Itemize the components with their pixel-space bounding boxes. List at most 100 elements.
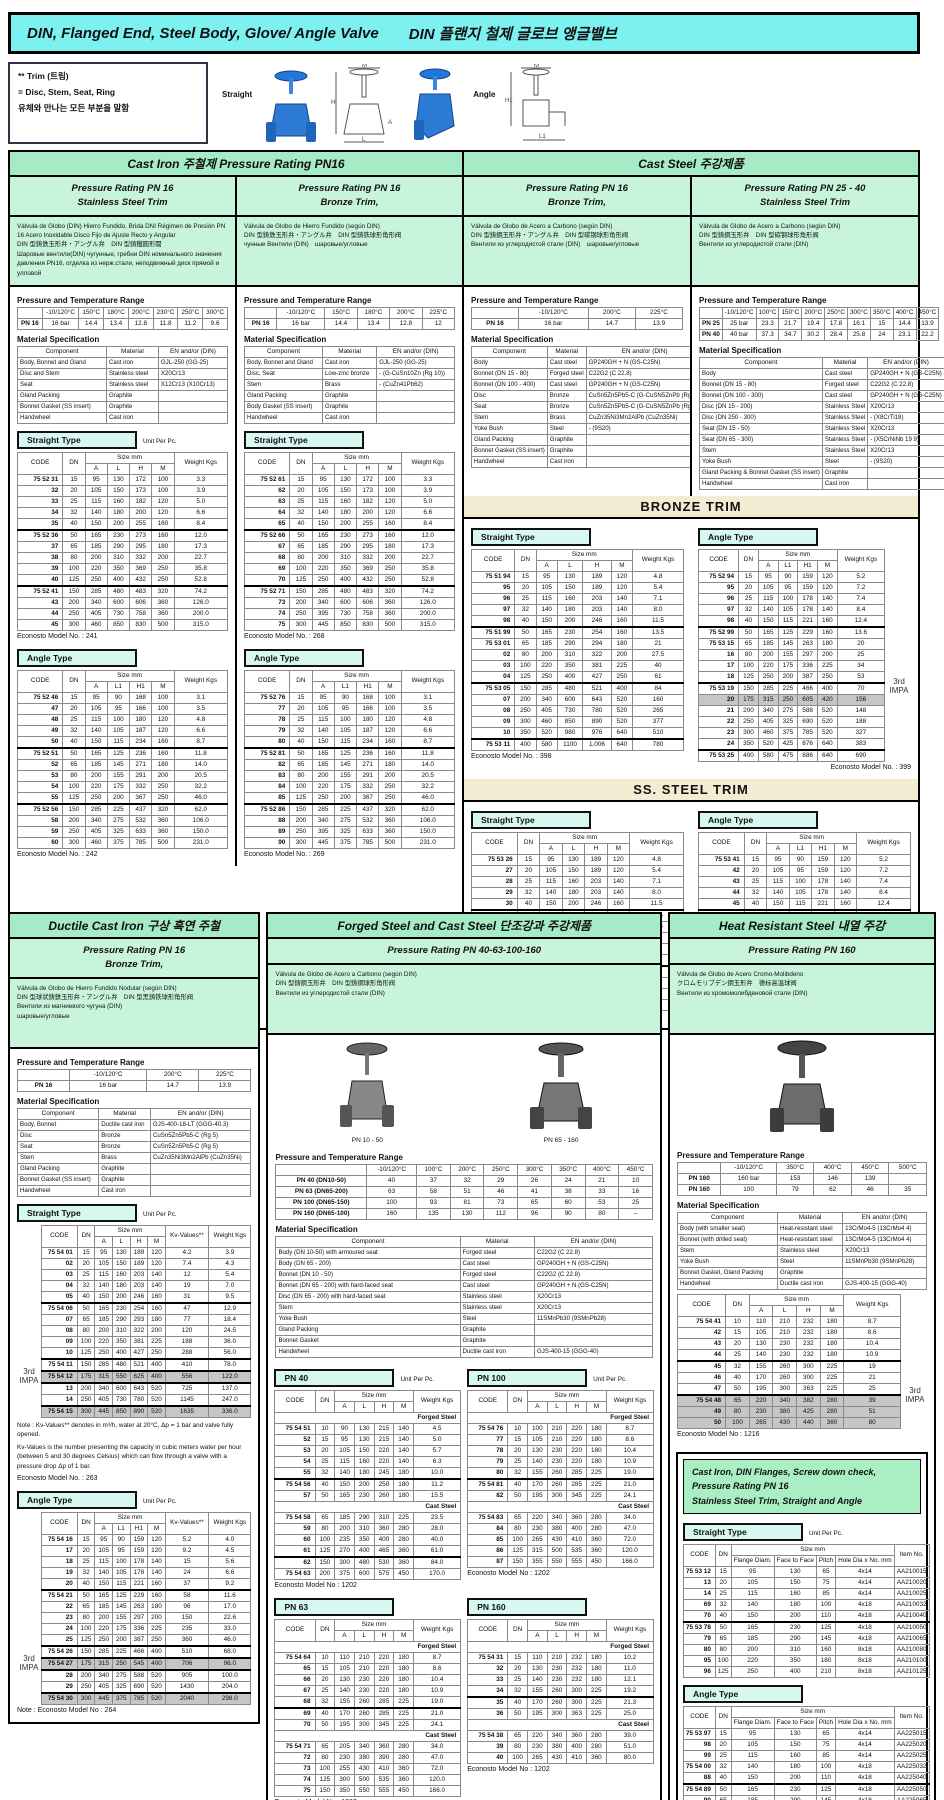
table-row: 36 50 195 300 363 225 25.0 <box>467 1707 655 1720</box>
table-cell: 09 <box>41 1335 78 1348</box>
table-cell: 200 <box>84 551 108 564</box>
table-cell: 130 <box>526 1662 548 1675</box>
column-header: DN <box>507 1618 528 1642</box>
column-header: L <box>556 559 584 572</box>
table-cell: 32 <box>714 1760 732 1773</box>
table-row: Disc (DN 250 - 300) Stainless Steel - (X8C… <box>699 411 944 424</box>
column-header: 230°C <box>152 306 179 319</box>
table-cell: 9.2 <box>208 1577 252 1591</box>
table-cell: 7.2 <box>836 581 886 594</box>
table-cell: 39 <box>467 1740 509 1753</box>
table-cell: 84 <box>467 1522 509 1535</box>
table-cell: 250 <box>62 825 86 838</box>
table-cell: 483 <box>129 584 153 598</box>
table-cell: 332 <box>129 551 153 564</box>
table-cell: 180 <box>333 506 358 519</box>
table-cell: 24 <box>164 1566 210 1579</box>
table-cell: 150 <box>773 1576 817 1589</box>
top-section: Cast Iron 주철제 Pressure Rating PN16 Press… <box>8 150 944 1030</box>
table-cell <box>533 1334 654 1347</box>
table-cell: 250 <box>535 670 558 684</box>
unit-per-pc-label: Unit Per Pc. <box>143 1497 177 1505</box>
table-cell: 120.0 <box>605 1544 655 1557</box>
table-cell: 483 <box>356 584 380 598</box>
table-cell: 300 <box>289 618 313 631</box>
column-header: H <box>129 1235 149 1248</box>
table-cell: 25 <box>314 1684 336 1697</box>
table-row: 23 300 460 375 785 520 327 <box>697 726 886 739</box>
table-cell: 96.0 <box>208 1656 252 1671</box>
table-cell: 150 <box>561 864 586 877</box>
screw-title-line: Pressure Rating PN 16 <box>692 1481 789 1492</box>
table-cell: 150 <box>62 584 86 598</box>
table-cell: 75 54 89 <box>683 1782 716 1796</box>
table-cell: 250 <box>84 573 108 587</box>
table-cell: 1,006 <box>582 737 612 751</box>
table-cell: 232 <box>796 1337 821 1350</box>
table-cell: 95 <box>539 853 563 866</box>
table-cell: 125 <box>777 625 799 639</box>
table-cell: 555 <box>566 1555 588 1568</box>
column-header: A <box>94 1235 113 1248</box>
table-cell: 405 <box>757 715 779 728</box>
table-cell: 13CrMo4-5 (13CrMo4 4) <box>842 1222 927 1235</box>
table-cell: 23.5 <box>412 1511 462 1524</box>
table-cell: X20Cr13 <box>533 1301 654 1314</box>
table-cell: Bonnet Gasket, Gland Packing <box>676 1266 779 1279</box>
column-header: Size mm <box>94 1511 166 1524</box>
table-cell: 480 <box>333 584 358 598</box>
table-cell: 380 <box>546 1740 568 1753</box>
table-cell: 19 <box>843 1359 901 1373</box>
svg-text:H1: H1 <box>505 98 513 104</box>
table-cell: 140 <box>147 1566 166 1579</box>
table-cell: 43 <box>16 596 64 609</box>
column-header: L <box>353 1629 375 1642</box>
table-cell: 225 <box>586 1466 607 1480</box>
table-cell: 175 <box>738 693 759 706</box>
table-cell: 300 <box>514 715 537 728</box>
table-row: 43 20 130 230 232 180 10.4 <box>676 1337 901 1350</box>
table-cell: 5.0 <box>173 495 229 508</box>
table-cell: 105 <box>730 1738 775 1751</box>
table-cell: 215 <box>373 1422 395 1435</box>
table-cell: 375 <box>112 1691 131 1705</box>
column-header: Weight Kgs <box>173 669 229 693</box>
table-cell: X20Cr13 <box>867 444 944 457</box>
table-cell: 220 <box>373 1651 395 1664</box>
table-cell: 185 <box>84 540 108 553</box>
table-row: 90 300 445 375 785 500 231.0 <box>243 836 456 849</box>
column-header: 250°C <box>824 306 848 319</box>
table-cell: 160 <box>366 1207 418 1220</box>
table-cell: 15 <box>516 853 541 866</box>
table-cell: 126.0 <box>173 596 229 609</box>
table-cell: 300 <box>796 1371 821 1384</box>
table-cell: 165 <box>730 1782 775 1796</box>
table-cell: 15 <box>507 1433 528 1446</box>
table-cell: Stainless steel <box>459 1301 535 1314</box>
table-cell: Bonnet (DN 15 - 80) <box>471 367 548 380</box>
table-cell: 150 <box>112 1257 131 1270</box>
table-cell: 340 <box>757 704 779 717</box>
angle-valve-photo <box>414 68 455 140</box>
table-cell: 22 <box>697 715 740 728</box>
table-cell: 105 <box>535 581 558 594</box>
table-cell: 140 <box>817 592 838 605</box>
table-cell: 11.8 <box>400 746 456 760</box>
column-header: H1 <box>797 559 818 572</box>
table-cell: 140 <box>833 875 858 888</box>
table-cell: 20 <box>314 1444 336 1457</box>
table-cell: 21 <box>584 1174 620 1187</box>
table-cell: 37 <box>416 1174 451 1187</box>
table-cell: 210 <box>546 1433 568 1446</box>
table-cell <box>157 400 229 413</box>
table-cell: 150 <box>94 1290 113 1304</box>
table-cell: 3.9 <box>173 484 229 497</box>
table-cell: CuZn35Ni3Mn2AlPb (CuZn35Ni) <box>585 411 704 424</box>
table-cell: 290 <box>112 1313 131 1326</box>
table-row: 29 32 140 180 203 140 8.0 <box>471 886 684 899</box>
table-cell: 73 <box>243 596 291 609</box>
table-cell: 600 <box>106 596 131 609</box>
table-cell: 360 <box>378 825 402 838</box>
table-cell: 200 <box>333 517 358 531</box>
table-row: Bonnet Gasket, Gland Packing Graphite <box>676 1266 927 1279</box>
